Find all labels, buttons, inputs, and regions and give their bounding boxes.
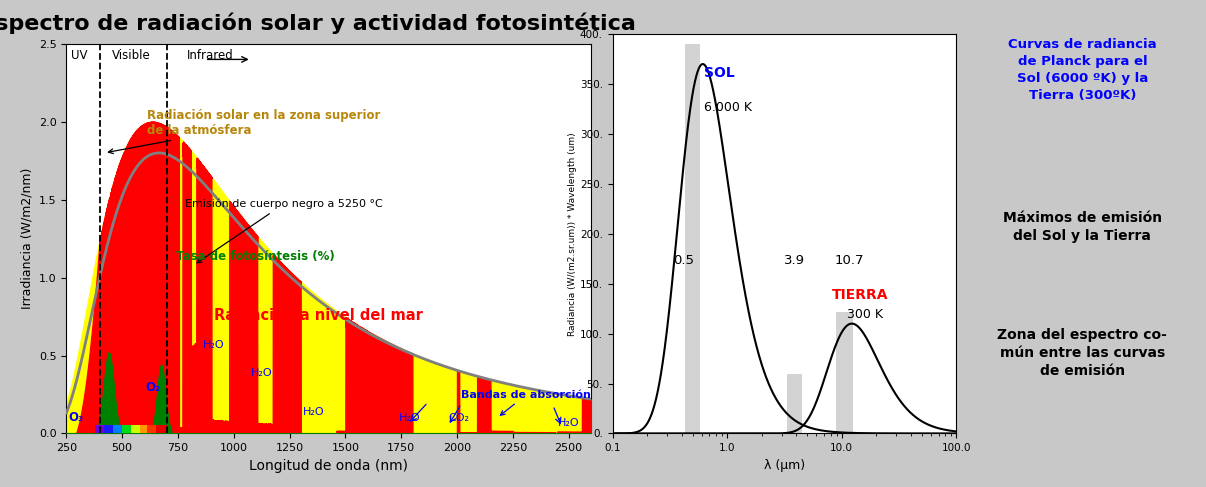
Text: H₂O: H₂O (399, 413, 421, 423)
Text: 300 K: 300 K (847, 308, 883, 320)
Text: 6.000 K: 6.000 K (704, 101, 753, 114)
Text: Espectro de radiación solar y actividad fotosintética: Espectro de radiación solar y actividad … (0, 12, 636, 34)
Text: CO₂: CO₂ (449, 413, 469, 423)
Text: Curvas de radiancia
de Planck para el
Sol (6000 ºK) y la
Tierra (300ºK): Curvas de radiancia de Planck para el So… (1008, 38, 1157, 102)
Text: Radiación a nivel del mar: Radiación a nivel del mar (213, 308, 422, 323)
Text: Zona del espectro co-
mún entre las curvas
de emisión: Zona del espectro co- mún entre las curv… (997, 328, 1167, 378)
Text: 10.7: 10.7 (835, 254, 865, 267)
Text: O₂: O₂ (146, 381, 160, 394)
Text: H₂O: H₂O (303, 407, 324, 417)
Text: H₂O: H₂O (557, 418, 579, 428)
Bar (836, 312, 853, 433)
Text: Infrared: Infrared (187, 49, 234, 62)
Text: TIERRA: TIERRA (832, 288, 889, 301)
X-axis label: λ (μm): λ (μm) (763, 459, 806, 472)
Y-axis label: Irradiancia (W/m2/nm): Irradiancia (W/m2/nm) (21, 168, 34, 309)
Text: O₃: O₃ (68, 411, 83, 424)
Text: Visible: Visible (112, 49, 151, 62)
Text: Máximos de emisión
del Sol y la Tierra: Máximos de emisión del Sol y la Tierra (1003, 211, 1161, 243)
Text: Tasa de fotosíntesis (%): Tasa de fotosíntesis (%) (176, 250, 334, 263)
Text: H₂O: H₂O (251, 368, 273, 378)
Text: H₂O: H₂O (203, 340, 224, 350)
Text: UV: UV (71, 49, 88, 62)
Text: Bandas de absorción: Bandas de absorción (462, 390, 591, 415)
Text: Emisión de cuerpo negro a 5250 °C: Emisión de cuerpo negro a 5250 °C (185, 199, 382, 263)
X-axis label: Longitud de onda (nm): Longitud de onda (nm) (250, 459, 408, 473)
Text: SOL: SOL (704, 66, 734, 80)
Text: 0.5: 0.5 (673, 254, 695, 267)
Bar (786, 374, 802, 433)
Bar (685, 44, 699, 433)
Text: Radiación solar en la zona superior
de la atmósfera: Radiación solar en la zona superior de l… (109, 109, 380, 153)
Text: 3.9: 3.9 (784, 254, 804, 267)
Y-axis label: Radiancia (W/(m2.sr.um)) * Wavelength (um): Radiancia (W/(m2.sr.um)) * Wavelength (u… (568, 132, 576, 336)
